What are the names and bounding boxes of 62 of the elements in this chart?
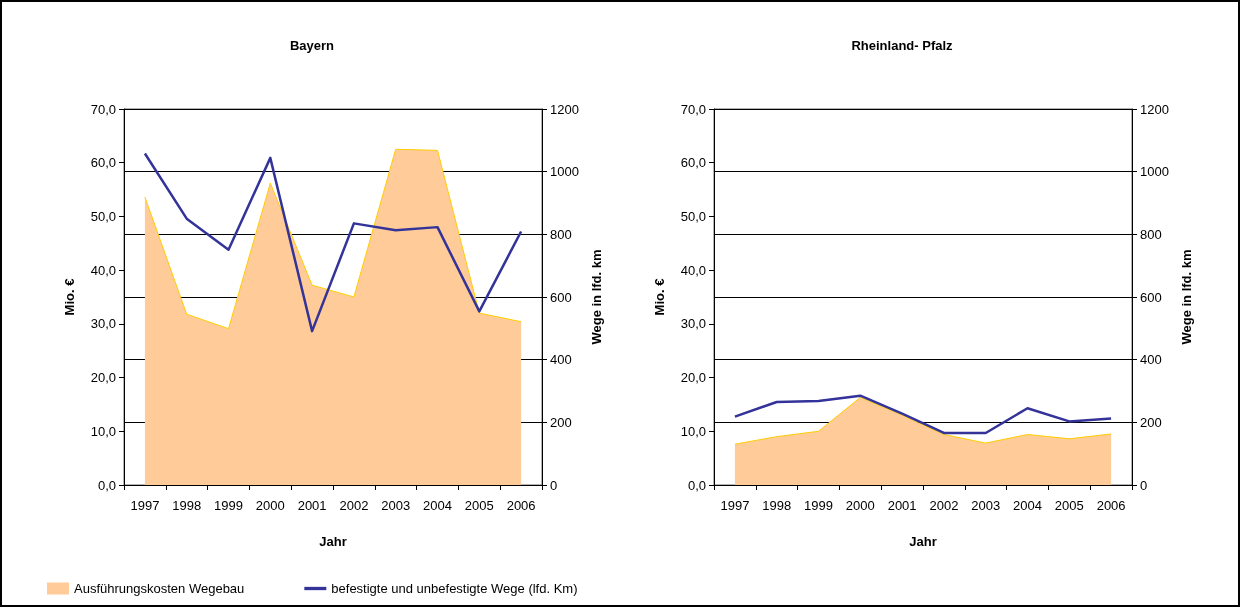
x-tick-label: 1997: [130, 498, 160, 513]
y2-tick-label: 400: [1140, 352, 1162, 368]
y-tick-label: 20,0: [90, 370, 116, 386]
y2-tick-label: 200: [550, 414, 572, 430]
x-tick-label: 1997: [720, 498, 750, 513]
y2-tick-label: 200: [1140, 414, 1162, 430]
x-tick-label: 2000: [845, 498, 875, 513]
y2-axis-title: Wege in lfd. km: [1178, 249, 1194, 345]
line-series: [733, 394, 1113, 435]
y-tick-label: 40,0: [680, 262, 706, 278]
y-tick-label: 50,0: [90, 208, 116, 224]
x-tick-label: 2006: [506, 498, 536, 513]
line-series: [143, 152, 523, 333]
x-tick-label: 1999: [804, 498, 833, 513]
x-axis-title: Jahr: [909, 534, 937, 549]
y2-tick-label: 600: [550, 289, 572, 305]
y2-tick-label: 1200: [1140, 101, 1169, 117]
x-tick-label: 1999: [214, 498, 243, 513]
y-tick-label: 70,0: [680, 101, 706, 117]
y-tick-label: 0,0: [97, 477, 116, 493]
y-tick-label: 10,0: [90, 423, 116, 439]
chart-title: Bayern: [289, 38, 335, 53]
x-tick-label: 2001: [887, 498, 917, 513]
y-axis-title: Mio. €: [652, 278, 667, 316]
x-tick-label: 1998: [762, 498, 792, 513]
x-tick-label: 2001: [297, 498, 327, 513]
y-tick-label: 10,0: [680, 423, 706, 439]
y-tick-label: 60,0: [90, 155, 116, 171]
legend-label: Ausführungskosten Wegebau: [74, 581, 245, 596]
y-tick-label: 70,0: [90, 101, 116, 117]
y-tick-label: 20,0: [680, 370, 706, 386]
y-tick-label: 60,0: [680, 155, 706, 171]
y2-tick-label: 400: [550, 352, 572, 368]
y2-tick-label: 1200: [550, 101, 579, 117]
y2-tick-label: 600: [1140, 289, 1162, 305]
x-axis-title: Jahr: [319, 534, 347, 549]
y2-tick-label: 0: [550, 477, 558, 493]
x-tick-label: 2005: [1054, 498, 1084, 513]
x-tick-label: 2002: [339, 498, 369, 513]
y2-tick-label: 1000: [550, 164, 579, 180]
x-tick-label: 2005: [464, 498, 494, 513]
x-tick-label: 2004: [423, 498, 452, 513]
y2-tick-label: 0: [1140, 477, 1148, 493]
x-tick-label: 2003: [381, 498, 411, 513]
y2-tick-label: 800: [1140, 226, 1162, 242]
y2-axis-title: Wege in lfd. km: [588, 249, 604, 345]
x-tick-label: 2006: [1096, 498, 1126, 513]
y-tick-label: 30,0: [680, 316, 706, 332]
y2-tick-label: 800: [550, 226, 572, 242]
x-tick-label: 2004: [1013, 498, 1042, 513]
x-tick-label: 1998: [172, 498, 202, 513]
x-tick-label: 2003: [971, 498, 1001, 513]
y-axis-title: Mio. €: [62, 278, 77, 316]
y-tick-label: 30,0: [90, 316, 116, 332]
x-tick-label: 2002: [929, 498, 959, 513]
y2-tick-label: 1000: [1140, 164, 1169, 180]
x-tick-label: 2000: [255, 498, 285, 513]
y-tick-label: 0,0: [687, 477, 706, 493]
y-tick-label: 50,0: [680, 208, 706, 224]
legend-label: befestigte und unbefestigte Wege (lfd. Km): [331, 581, 578, 596]
y-tick-label: 40,0: [90, 262, 116, 278]
chart-title: Rheinland- Pfalz: [851, 38, 954, 53]
